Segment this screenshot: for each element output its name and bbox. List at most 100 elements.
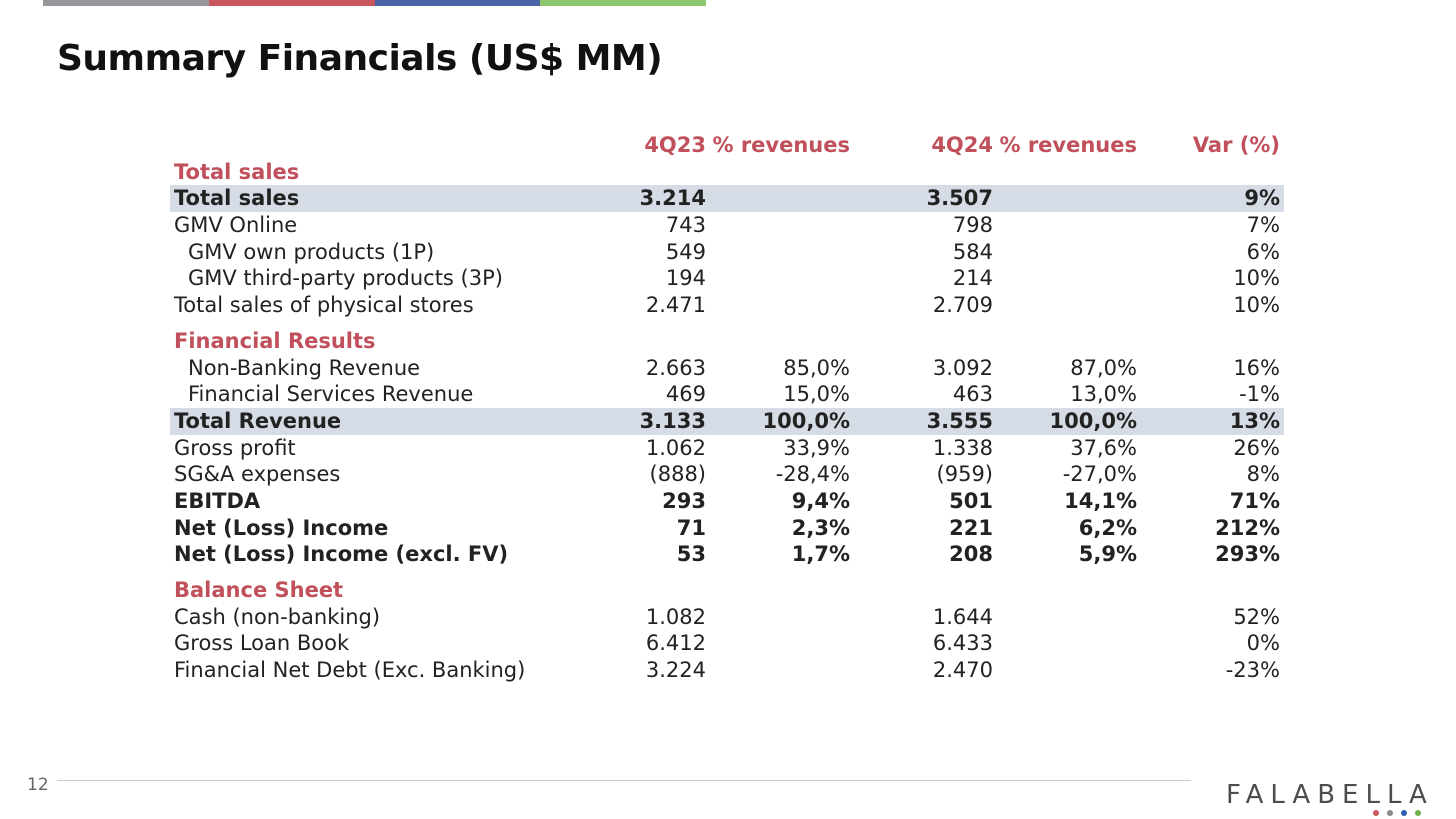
section-title: Financial Results <box>174 328 376 353</box>
var-pct: 10% <box>1233 293 1280 318</box>
footer-divider <box>57 780 1191 781</box>
section-title-financial-results: Financial Results <box>170 328 1284 355</box>
table-row-financial-net-debt: Financial Net Debt (Exc. Banking) 3.224 … <box>170 657 1284 684</box>
value-4q24: 2.709 <box>932 293 993 318</box>
pct-4q23: 85,0% <box>783 355 850 380</box>
value-4q24: (959) <box>936 462 993 487</box>
value-4q23: 53 <box>676 542 706 567</box>
page-number: 12 <box>27 775 49 795</box>
financials-table: 4Q23 % revenues 4Q24 % revenues Var (%) … <box>170 132 1284 684</box>
pct-4q24: 37,6% <box>1070 435 1137 460</box>
var-pct: 212% <box>1215 515 1280 540</box>
value-4q23: 1.082 <box>645 604 706 629</box>
row-label: Total sales of physical stores <box>174 293 474 318</box>
value-4q23: 71 <box>676 515 706 540</box>
color-bar-segment <box>208 0 375 6</box>
pct-4q23: -28,4% <box>775 462 850 487</box>
value-4q23: 3.224 <box>645 658 706 683</box>
header-4q23: 4Q23 <box>644 133 706 157</box>
table-row-ebitda: EBITDA 293 9,4% 501 14,1% 71% <box>170 488 1284 515</box>
table-row-net-income: Net (Loss) Income 71 2,3% 221 6,2% 212% <box>170 515 1284 542</box>
value-4q24: 2.470 <box>932 658 993 683</box>
var-pct: 26% <box>1233 435 1280 460</box>
color-bar-segment <box>374 0 541 6</box>
value-4q23: 469 <box>665 382 706 407</box>
pct-4q23: 1,7% <box>791 542 850 567</box>
value-4q24: 6.433 <box>932 631 993 656</box>
section-title: Total sales <box>174 159 300 184</box>
row-label: Financial Net Debt (Exc. Banking) <box>174 658 526 683</box>
color-bar-segment <box>43 0 209 6</box>
pct-4q24: 6,2% <box>1078 515 1137 540</box>
table-row-gmv-3p: GMV third-party products (3P) 194 214 10… <box>170 265 1284 292</box>
row-label: Gross Loan Book <box>174 631 350 656</box>
pct-4q24: 14,1% <box>1064 488 1137 513</box>
table-header-row: 4Q23 % revenues 4Q24 % revenues Var (%) <box>170 132 1284 159</box>
pct-4q24: 87,0% <box>1070 355 1137 380</box>
row-label: Gross profit <box>174 435 296 460</box>
table-row-cash: Cash (non-banking) 1.082 1.644 52% <box>170 604 1284 631</box>
value-4q24: 3.555 <box>926 408 993 433</box>
row-label: Financial Services Revenue <box>188 382 474 407</box>
row-label: SG&A expenses <box>174 462 341 487</box>
table-row-total-revenue: Total Revenue 3.133 100,0% 3.555 100,0% … <box>170 407 1284 435</box>
row-label: EBITDA <box>174 488 261 513</box>
var-pct: 6% <box>1246 239 1280 264</box>
table-row-sga-expenses: SG&A expenses (888) -28,4% (959) -27,0% … <box>170 461 1284 488</box>
table-row-gross-profit: Gross profit 1.062 33,9% 1.338 37,6% 26% <box>170 435 1284 462</box>
section-title-total-sales: Total sales <box>170 159 1284 186</box>
color-bar-segment <box>540 0 706 6</box>
var-pct: -23% <box>1225 658 1280 683</box>
row-label: Cash (non-banking) <box>174 604 381 629</box>
table-row-gmv-1p: GMV own products (1P) 549 584 6% <box>170 239 1284 266</box>
row-label: GMV own products (1P) <box>188 239 435 264</box>
header-pct-revenues-4q23: % revenues <box>712 133 850 157</box>
falabella-logo: FALABELLA <box>1226 780 1434 816</box>
row-label: Net (Loss) Income (excl. FV) <box>174 542 509 567</box>
value-4q24: 501 <box>949 488 993 513</box>
header-4q24: 4Q24 <box>931 133 993 157</box>
value-4q24: 584 <box>952 239 993 264</box>
var-pct: 16% <box>1233 355 1280 380</box>
value-4q23: (888) <box>649 462 706 487</box>
page-title: Summary Financials (US$ MM) <box>57 38 663 79</box>
value-4q24: 208 <box>949 542 993 567</box>
logo-dot <box>1401 810 1407 816</box>
top-color-bar <box>43 0 706 6</box>
section-title-balance-sheet: Balance Sheet <box>170 577 1284 604</box>
var-pct: 10% <box>1233 266 1280 291</box>
value-4q24: 3.507 <box>926 186 993 211</box>
row-label: Non-Banking Revenue <box>188 355 421 380</box>
var-pct: 293% <box>1215 542 1280 567</box>
value-4q23: 2.471 <box>645 293 706 318</box>
value-4q24: 221 <box>949 515 993 540</box>
header-pct-revenues-4q24: % revenues <box>999 133 1137 157</box>
section-title: Balance Sheet <box>174 578 344 602</box>
value-4q24: 1.338 <box>932 435 993 460</box>
value-4q23: 293 <box>662 488 706 513</box>
pct-4q23: 100,0% <box>762 408 850 433</box>
table-row-non-banking-revenue: Non-Banking Revenue 2.663 85,0% 3.092 87… <box>170 355 1284 382</box>
value-4q24: 1.644 <box>932 604 993 629</box>
pct-4q24: -27,0% <box>1062 462 1137 487</box>
value-4q23: 3.214 <box>639 186 706 211</box>
pct-4q24: 13,0% <box>1070 382 1137 407</box>
table-row-financial-services-revenue: Financial Services Revenue 469 15,0% 463… <box>170 381 1284 408</box>
value-4q23: 549 <box>665 239 706 264</box>
var-pct: 13% <box>1229 408 1280 433</box>
var-pct: 71% <box>1229 488 1280 513</box>
value-4q24: 214 <box>952 266 993 291</box>
logo-dot <box>1415 810 1421 816</box>
value-4q24: 798 <box>952 213 993 238</box>
var-pct: 7% <box>1246 213 1280 238</box>
value-4q24: 463 <box>952 382 993 407</box>
var-pct: -1% <box>1239 382 1280 407</box>
table-row-gmv-online: GMV Online 743 798 7% <box>170 212 1284 239</box>
pct-4q24: 5,9% <box>1078 542 1137 567</box>
var-pct: 8% <box>1246 462 1280 487</box>
pct-4q23: 33,9% <box>783 435 850 460</box>
value-4q24: 3.092 <box>932 355 993 380</box>
logo-text: FALABELLA <box>1226 780 1434 810</box>
pct-4q24: 100,0% <box>1049 408 1137 433</box>
table-row-physical-stores: Total sales of physical stores 2.471 2.7… <box>170 292 1284 319</box>
